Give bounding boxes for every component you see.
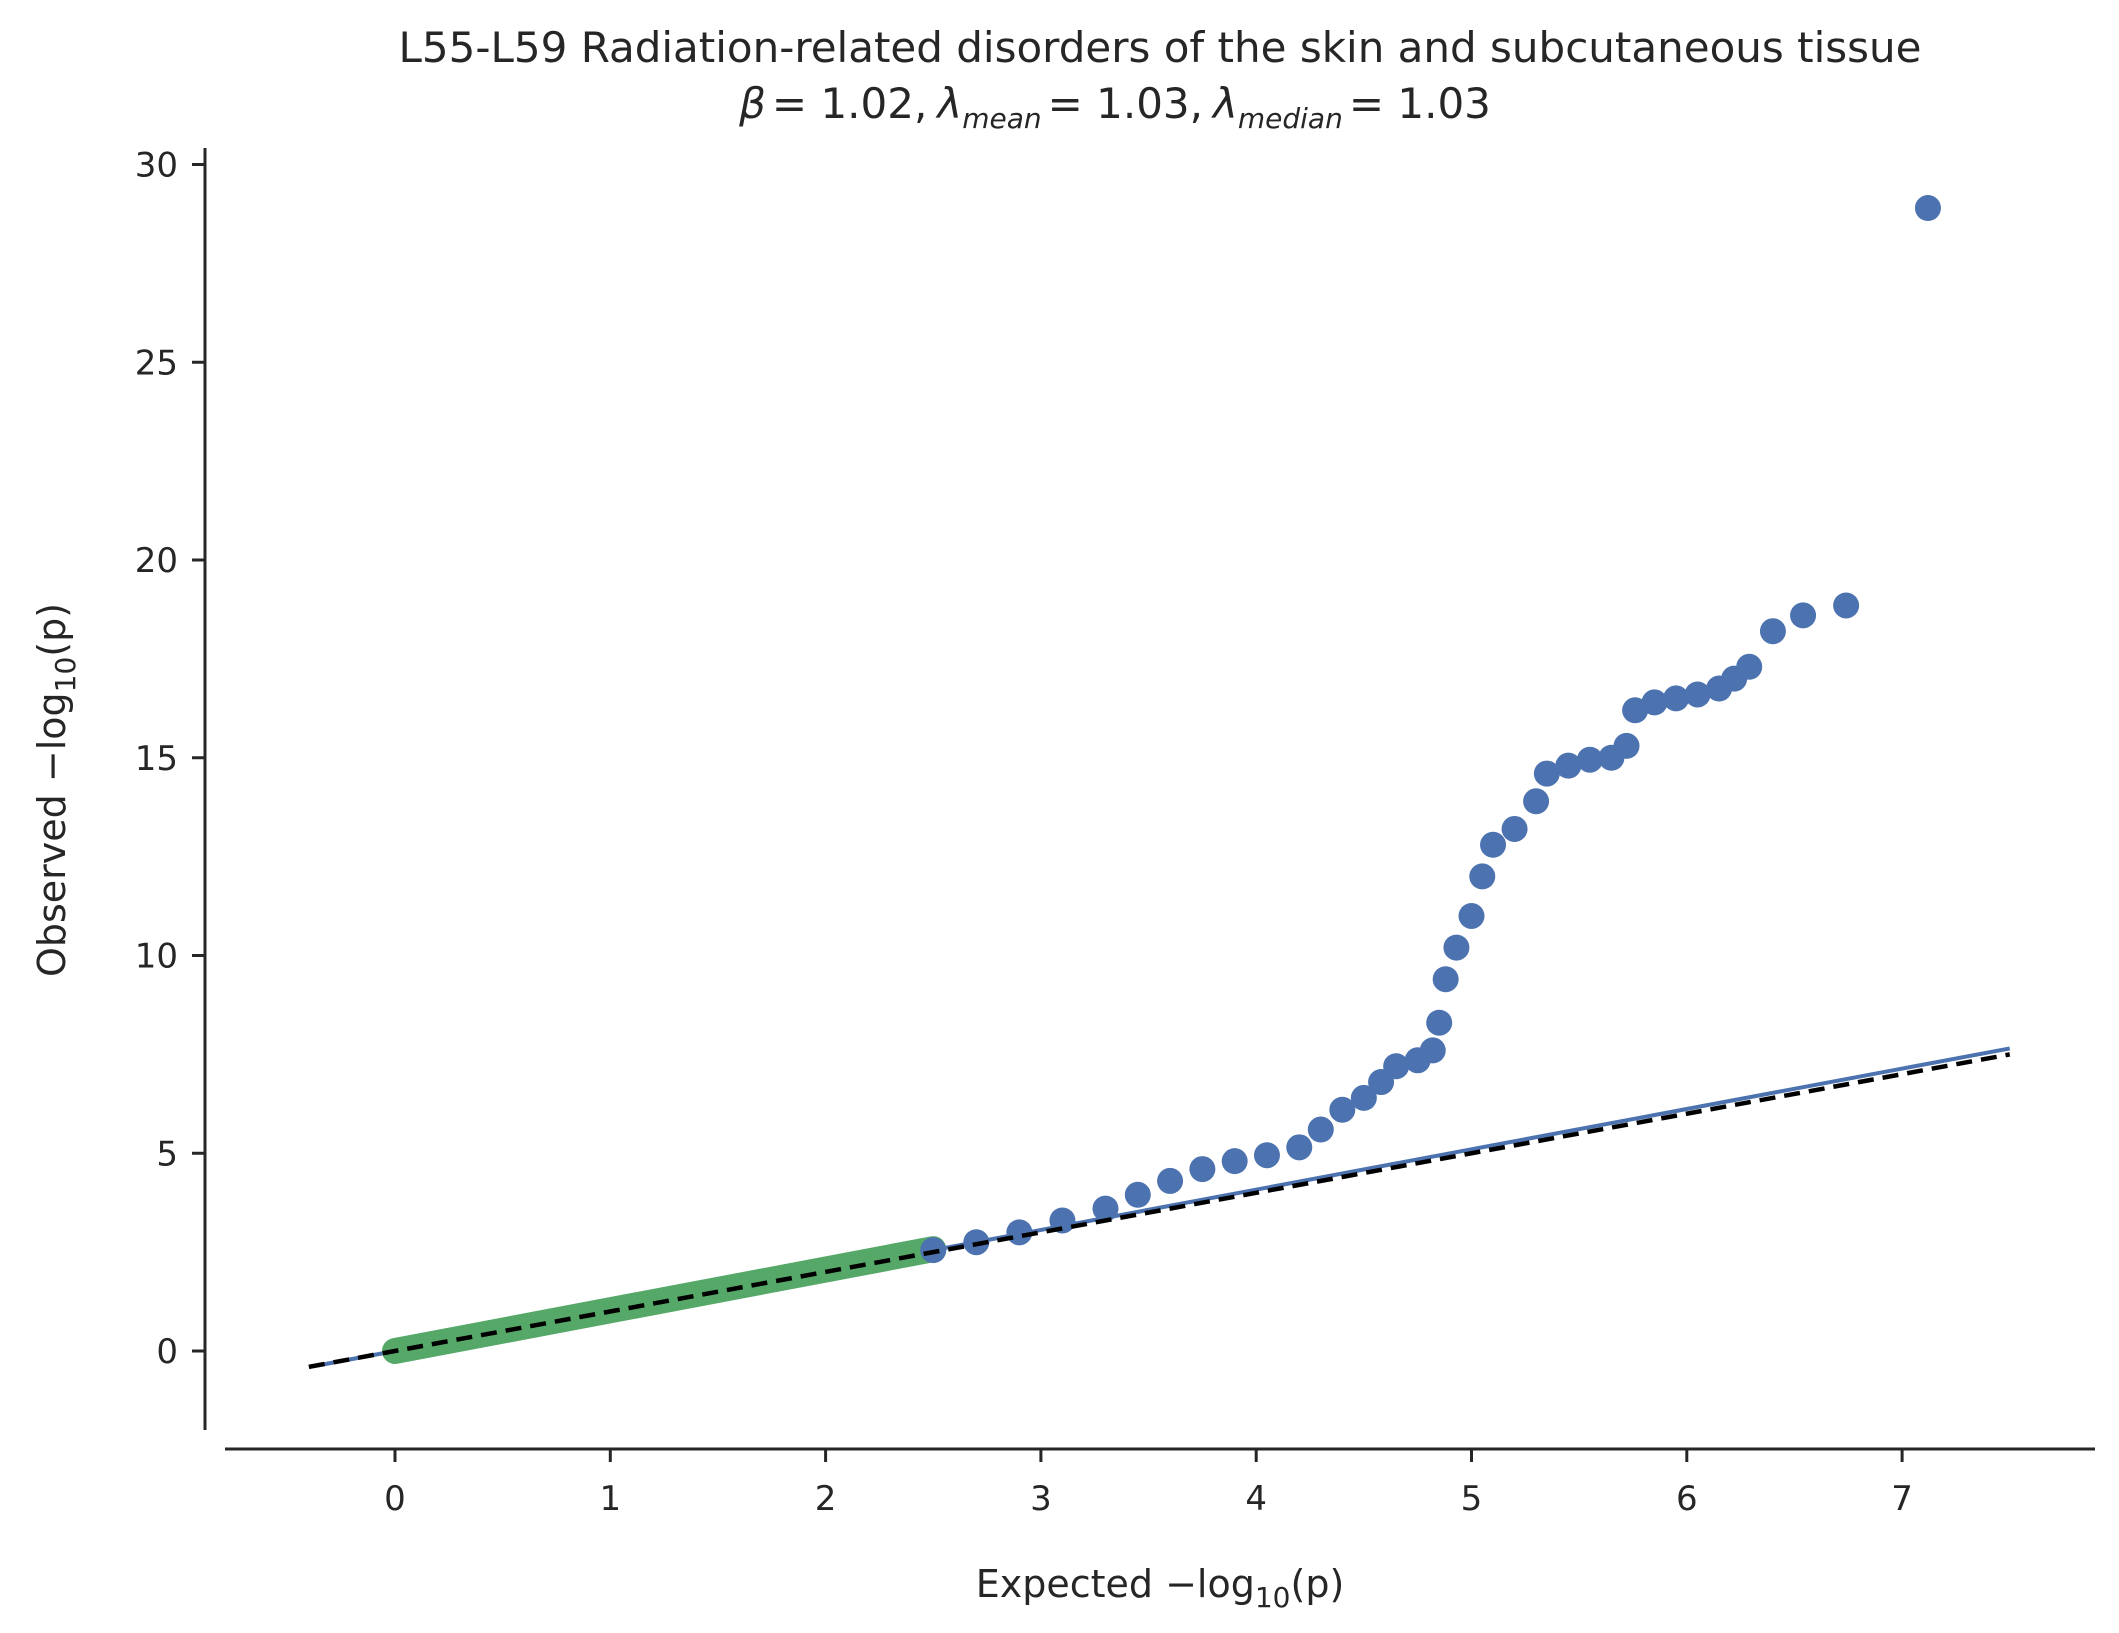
x-axis-label: Expected −log10(p) [976, 1562, 1345, 1614]
x-tick-label: 1 [599, 1479, 621, 1519]
data-point [1576, 746, 1603, 773]
y-axis-label: Observed −log10(p) [30, 603, 82, 977]
data-point [1350, 1084, 1377, 1111]
y-axis-label-prefix: Observed −log [30, 692, 74, 977]
data-point [1501, 815, 1528, 842]
x-tick-label: 0 [384, 1479, 406, 1519]
data-point [1914, 195, 1941, 222]
x-tick-label: 6 [1676, 1479, 1698, 1519]
data-point [1092, 1195, 1119, 1222]
y-tick-label: 0 [156, 1332, 178, 1372]
data-point [1641, 689, 1668, 716]
data-point [1189, 1156, 1216, 1183]
data-point [1663, 685, 1690, 712]
data-point [1286, 1134, 1313, 1161]
data-point [1157, 1167, 1184, 1194]
data-point [1443, 934, 1470, 961]
lambda-mean-value: = 1.03, [1048, 79, 1203, 128]
data-point [1480, 831, 1507, 858]
data-point [1736, 653, 1763, 680]
x-axis-label-subscript: 10 [1255, 1581, 1291, 1614]
x-tick-label: 3 [1030, 1479, 1052, 1519]
data-point [1469, 863, 1496, 890]
data-point [1533, 760, 1560, 787]
data-point [1458, 902, 1485, 929]
y-tick-label: 15 [135, 739, 178, 779]
beta-value: = 1.02, [772, 79, 927, 128]
data-point [1383, 1053, 1410, 1080]
x-tick-label: 7 [1891, 1479, 1913, 1519]
y-tick-label: 10 [135, 937, 178, 977]
y-tick-label: 5 [156, 1134, 178, 1174]
data-point [1221, 1148, 1248, 1175]
data-point [1307, 1116, 1334, 1143]
data-point [1613, 732, 1640, 759]
data-point [1684, 681, 1711, 708]
y-tick-label: 20 [135, 541, 178, 581]
data-point [1523, 788, 1550, 815]
data-point [1555, 752, 1582, 779]
y-axis-label-subscript: 10 [49, 657, 82, 693]
chart-subtitle: β = 1.02, λmean = 1.03, λmedian = 1.03 [738, 79, 1491, 135]
x-axis-ticks: 0 1 2 3 4 5 6 7 [384, 1449, 1913, 1519]
x-tick-label: 4 [1245, 1479, 1267, 1519]
y-axis-label-suffix: (p) [30, 603, 74, 657]
data-point [1049, 1207, 1076, 1234]
reference-line-layer [308, 1052, 2011, 1370]
beta-symbol: β [738, 79, 766, 128]
data-point [1833, 592, 1860, 619]
reference-line [308, 1052, 2011, 1370]
data-point [1253, 1142, 1280, 1169]
data-point [1759, 618, 1786, 645]
x-axis-label-prefix: Expected −log [976, 1562, 1255, 1606]
lambda-mean-symbol: λ [935, 79, 962, 128]
points-layer [920, 195, 1941, 1264]
y-tick-label: 25 [135, 343, 178, 383]
x-tick-label: 2 [815, 1479, 837, 1519]
lambda-median-subscript: median [1238, 102, 1343, 135]
data-point [1432, 966, 1459, 993]
y-tick-label: 30 [135, 146, 178, 186]
data-point [1790, 602, 1817, 629]
data-point [1419, 1037, 1446, 1064]
lambda-median-value: = 1.03 [1349, 79, 1491, 128]
x-tick-label: 5 [1461, 1479, 1483, 1519]
y-axis-ticks: 0 5 10 15 20 25 30 [135, 146, 205, 1372]
data-point [1329, 1096, 1356, 1123]
chart-title: L55-L59 Radiation-related disorders of t… [399, 23, 1922, 72]
lambda-mean-subscript: mean [962, 102, 1041, 135]
x-axis-label-suffix: (p) [1291, 1562, 1345, 1606]
data-point [1124, 1181, 1151, 1208]
lambda-median-symbol: λ [1211, 79, 1238, 128]
data-point [1426, 1009, 1453, 1036]
